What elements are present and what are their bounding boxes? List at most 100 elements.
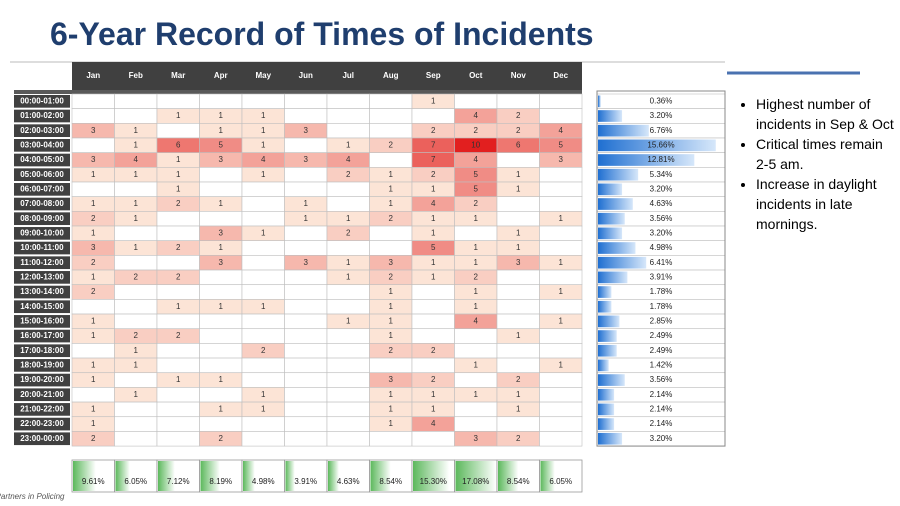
month-total-bar — [370, 461, 391, 491]
cell-value: 1 — [389, 302, 394, 311]
cell-value: 2 — [431, 126, 436, 135]
heat-cell — [539, 431, 583, 447]
cell-value: 1 — [516, 405, 521, 414]
bullet-list: Highest number of incidents in Sep & Oct… — [738, 94, 896, 234]
row-label: 01:00-02:00 — [20, 111, 64, 120]
heat-cell — [241, 284, 285, 300]
cell-value: 2 — [516, 375, 521, 384]
total-label: 1.78% — [650, 302, 673, 311]
heat-cell — [284, 93, 328, 109]
row-label: 16:00-17:00 — [20, 331, 64, 340]
total-bar — [598, 256, 647, 269]
cell-value: 2 — [474, 272, 479, 281]
month-total-label: 8.19% — [209, 477, 232, 486]
heat-cell — [454, 372, 498, 388]
total-label: 1.42% — [650, 361, 673, 370]
month-total-label: 9.61% — [82, 477, 105, 486]
row-label-bg — [14, 197, 70, 211]
cell-value: 5 — [431, 243, 436, 252]
heat-cell — [156, 255, 200, 271]
row-label: 15:00-16:00 — [20, 316, 64, 325]
cell-value: 7 — [431, 155, 436, 164]
total-label: 5.34% — [650, 170, 673, 179]
row-label: 03:00-04:00 — [20, 140, 64, 149]
heat-cell — [369, 240, 413, 256]
heat-cell — [539, 387, 583, 403]
heat-cell — [199, 181, 243, 197]
heat-cell — [241, 255, 285, 271]
heat-cell — [156, 387, 200, 403]
month-total-label: 8.54% — [379, 477, 402, 486]
cell-value: 2 — [134, 272, 139, 281]
column-header: Oct — [469, 71, 483, 80]
cell-value: 1 — [91, 316, 96, 325]
heat-cell — [539, 167, 583, 183]
total-label: 3.20% — [650, 111, 673, 120]
cell-value: 1 — [261, 228, 266, 237]
total-bar — [598, 300, 612, 313]
cell-value: 1 — [134, 214, 139, 223]
month-total-label: 15.30% — [420, 477, 447, 486]
cell-value: 1 — [219, 375, 224, 384]
heat-cell — [114, 225, 158, 241]
total-bar — [598, 242, 636, 254]
heat-cell — [199, 211, 243, 227]
row-label-bg — [14, 373, 70, 387]
heat-cell — [454, 225, 498, 241]
heat-cell — [326, 93, 370, 109]
heat-cell — [411, 299, 455, 315]
total-bar — [598, 271, 628, 284]
heat-cell — [284, 431, 328, 447]
cell-value: 1 — [559, 214, 564, 223]
cell-value: 3 — [389, 258, 394, 267]
cell-value: 1 — [91, 272, 96, 281]
heat-cell — [71, 343, 115, 359]
heat-cell — [241, 431, 285, 447]
heat-cell — [496, 93, 540, 109]
cell-value: 1 — [516, 228, 521, 237]
cell-value: 5 — [219, 140, 224, 149]
cell-value: 1 — [219, 126, 224, 135]
cell-value: 2 — [431, 346, 436, 355]
heat-cell — [539, 181, 583, 197]
heat-cell — [199, 313, 243, 330]
cell-value: 1 — [219, 405, 224, 414]
row-label: 11:00-12:00 — [20, 258, 64, 267]
heat-cell — [539, 269, 583, 286]
heat-cell — [326, 240, 370, 256]
heat-cell — [539, 416, 583, 432]
cell-value: 3 — [219, 228, 224, 237]
month-total-bar — [413, 461, 450, 491]
heat-cell — [539, 401, 583, 418]
row-label-bg — [14, 241, 70, 255]
column-header: Jul — [342, 71, 354, 80]
heat-cell — [411, 431, 455, 447]
cell-value: 1 — [91, 199, 96, 208]
cell-value: 1 — [431, 272, 436, 281]
heat-cell — [199, 93, 243, 109]
heat-cell — [114, 431, 158, 447]
cell-value: 1 — [389, 331, 394, 340]
heat-cell — [369, 123, 413, 139]
heat-cell — [156, 401, 200, 418]
cell-value: 1 — [261, 170, 266, 179]
cell-value: 2 — [516, 126, 521, 135]
heat-cell — [326, 284, 370, 300]
cell-value: 1 — [389, 184, 394, 193]
cell-value: 1 — [304, 199, 309, 208]
cell-value: 4 — [346, 155, 351, 164]
heat-cell — [284, 284, 328, 300]
column-header: Dec — [553, 71, 568, 80]
cell-value: 2 — [389, 346, 394, 355]
cell-value: 1 — [559, 361, 564, 370]
heat-cell — [326, 299, 370, 315]
row-label-bg — [14, 153, 70, 167]
cell-value: 1 — [219, 302, 224, 311]
cell-value: 3 — [304, 155, 309, 164]
heat-cell — [114, 255, 158, 271]
total-label: 4.98% — [650, 243, 673, 252]
row-label: 21:00-22:00 — [20, 405, 64, 414]
cell-value: 1 — [389, 405, 394, 414]
heat-cell — [284, 240, 328, 256]
cell-value: 4 — [559, 126, 564, 135]
